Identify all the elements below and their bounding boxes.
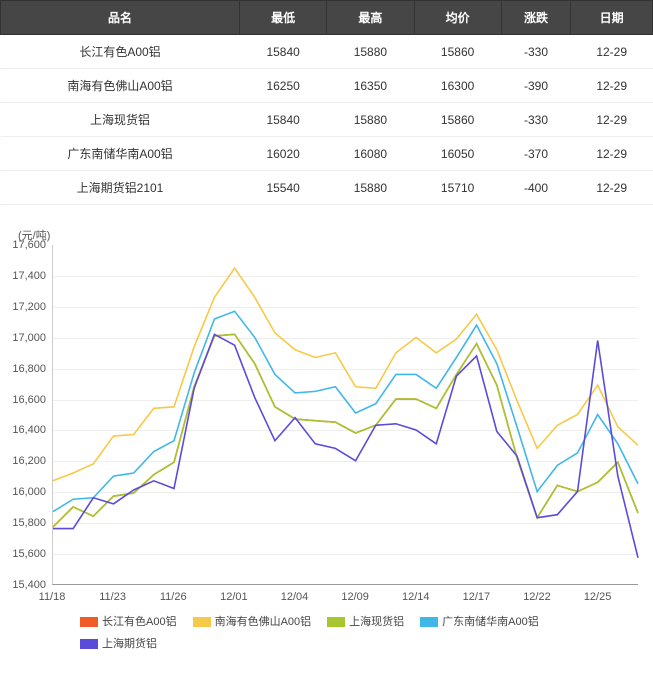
table-cell: 16250 xyxy=(240,69,327,103)
table-cell: 15880 xyxy=(327,35,414,69)
table-cell: 15710 xyxy=(414,171,501,205)
legend-label: 长江有色A00铝 xyxy=(102,616,177,628)
table-header-cell: 均价 xyxy=(414,1,501,35)
table-row: 长江有色A00铝158401588015860-33012-29 xyxy=(1,35,653,69)
table-body: 长江有色A00铝158401588015860-33012-29南海有色佛山A0… xyxy=(1,35,653,205)
y-tick-label: 16,600 xyxy=(12,394,46,406)
legend-item: 上海期货铝 xyxy=(80,635,157,653)
table-cell: 16080 xyxy=(327,137,414,171)
table-row: 上海现货铝158401588015860-33012-29 xyxy=(1,103,653,137)
series-line xyxy=(53,334,638,527)
table-cell: 16020 xyxy=(240,137,327,171)
table-cell: 16300 xyxy=(414,69,501,103)
price-chart: (元/吨) 15,40015,60015,80016,00016,20016,4… xyxy=(0,225,653,645)
table-cell: -400 xyxy=(501,171,571,205)
series-line xyxy=(53,268,638,481)
table-cell: 长江有色A00铝 xyxy=(1,35,240,69)
table-header-cell: 最高 xyxy=(327,1,414,35)
table-cell: 15540 xyxy=(240,171,327,205)
x-tick-label: 12/04 xyxy=(281,591,309,603)
table-cell: 上海期货铝2101 xyxy=(1,171,240,205)
table-header-cell: 涨跌 xyxy=(501,1,571,35)
y-tick-label: 16,400 xyxy=(12,424,46,436)
x-tick-label: 11/23 xyxy=(99,591,126,603)
table-header-cell: 品名 xyxy=(1,1,240,35)
x-axis: 11/1811/2311/2612/0112/0412/0912/1412/17… xyxy=(52,587,638,607)
x-tick-label: 11/18 xyxy=(39,591,66,603)
x-tick-label: 12/17 xyxy=(463,591,491,603)
table-cell: -370 xyxy=(501,137,571,171)
legend-swatch xyxy=(193,617,211,627)
table-row: 上海期货铝2101155401588015710-40012-29 xyxy=(1,171,653,205)
table-row: 南海有色佛山A00铝162501635016300-39012-29 xyxy=(1,69,653,103)
table-cell: -330 xyxy=(501,103,571,137)
series-line xyxy=(53,334,638,557)
x-tick-label: 12/14 xyxy=(402,591,430,603)
y-axis: 15,40015,60015,80016,00016,20016,40016,6… xyxy=(0,245,52,585)
table-cell: 南海有色佛山A00铝 xyxy=(1,69,240,103)
legend-label: 上海现货铝 xyxy=(349,616,404,628)
legend-label: 广东南储华南A00铝 xyxy=(442,616,539,628)
price-table: 品名最低最高均价涨跌日期 长江有色A00铝158401588015860-330… xyxy=(0,0,653,205)
legend-swatch xyxy=(80,617,98,627)
y-tick-label: 17,600 xyxy=(12,239,46,251)
legend-swatch xyxy=(327,617,345,627)
table-cell: 15840 xyxy=(240,103,327,137)
table-cell: 12-29 xyxy=(571,69,653,103)
table-row: 广东南储华南A00铝160201608016050-37012-29 xyxy=(1,137,653,171)
table-header-cell: 日期 xyxy=(571,1,653,35)
table-cell: 广东南储华南A00铝 xyxy=(1,137,240,171)
y-tick-label: 15,800 xyxy=(12,517,46,529)
table-cell: 12-29 xyxy=(571,103,653,137)
table-cell: 12-29 xyxy=(571,171,653,205)
plot-area xyxy=(52,245,638,585)
table-header-cell: 最低 xyxy=(240,1,327,35)
table-cell: 15860 xyxy=(414,103,501,137)
legend-item: 南海有色佛山A00铝 xyxy=(193,613,312,631)
y-tick-label: 17,200 xyxy=(12,301,46,313)
x-tick-label: 12/01 xyxy=(220,591,248,603)
legend-label: 南海有色佛山A00铝 xyxy=(215,616,312,628)
legend-item: 广东南储华南A00铝 xyxy=(420,613,539,631)
table-cell: 15880 xyxy=(327,103,414,137)
y-tick-label: 15,600 xyxy=(12,548,46,560)
table-cell: 12-29 xyxy=(571,35,653,69)
table-header-row: 品名最低最高均价涨跌日期 xyxy=(1,1,653,35)
x-tick-label: 11/26 xyxy=(160,591,187,603)
y-tick-label: 15,400 xyxy=(12,579,46,591)
y-tick-label: 16,800 xyxy=(12,363,46,375)
chart-legend: 长江有色A00铝 南海有色佛山A00铝 上海现货铝 广东南储华南A00铝上海期货铝 xyxy=(80,613,640,657)
legend-swatch xyxy=(80,639,98,649)
y-tick-label: 16,200 xyxy=(12,455,46,467)
table-cell: 15880 xyxy=(327,171,414,205)
y-tick-label: 16,000 xyxy=(12,486,46,498)
legend-label: 上海期货铝 xyxy=(102,638,157,650)
table-cell: 12-29 xyxy=(571,137,653,171)
x-tick-label: 12/25 xyxy=(584,591,612,603)
x-tick-label: 12/09 xyxy=(341,591,369,603)
x-tick-label: 12/22 xyxy=(523,591,551,603)
table-cell: -330 xyxy=(501,35,571,69)
legend-item: 长江有色A00铝 xyxy=(80,613,177,631)
y-tick-label: 17,400 xyxy=(12,270,46,282)
chart-lines xyxy=(53,245,638,584)
table-cell: 15840 xyxy=(240,35,327,69)
table-cell: 16050 xyxy=(414,137,501,171)
table-cell: 15860 xyxy=(414,35,501,69)
series-line xyxy=(53,311,638,511)
legend-swatch xyxy=(420,617,438,627)
table-cell: -390 xyxy=(501,69,571,103)
table-cell: 16350 xyxy=(327,69,414,103)
table-cell: 上海现货铝 xyxy=(1,103,240,137)
legend-item: 上海现货铝 xyxy=(327,613,404,631)
y-tick-label: 17,000 xyxy=(12,332,46,344)
